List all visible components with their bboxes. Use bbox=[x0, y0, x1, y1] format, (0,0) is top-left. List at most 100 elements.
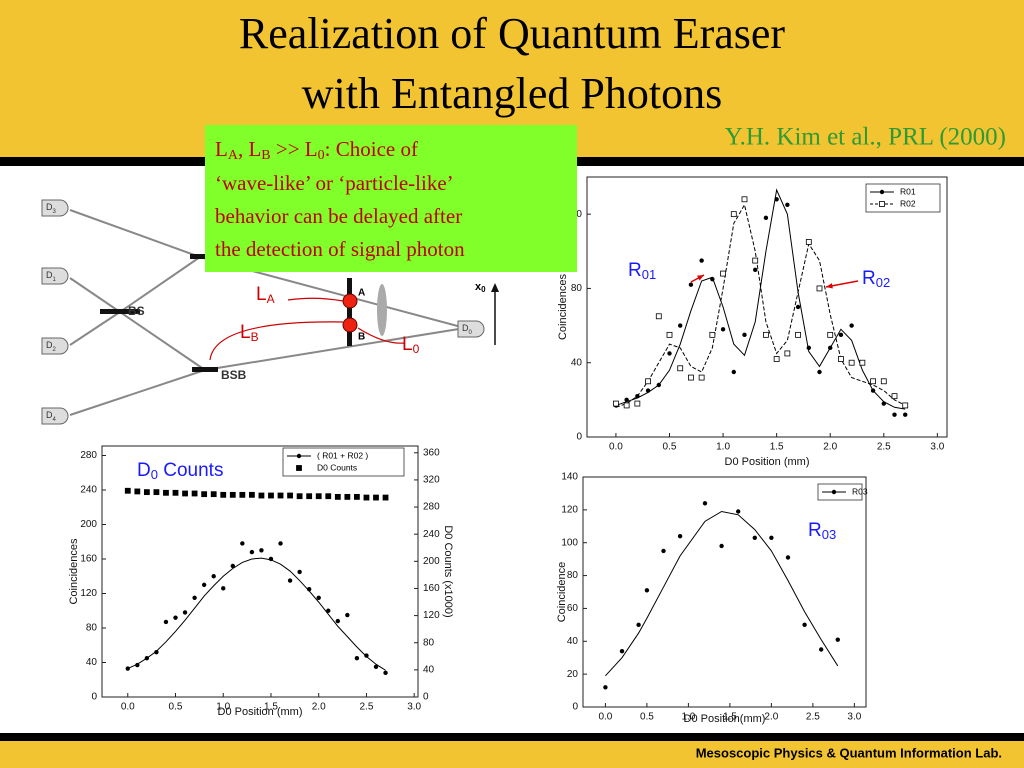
legend-label: ( R01 + R02 ) bbox=[317, 450, 368, 460]
detectors bbox=[41, 199, 485, 425]
x-tick-label: 1.5 bbox=[770, 442, 784, 453]
point bbox=[210, 491, 217, 498]
legend-label: R03 bbox=[852, 486, 868, 496]
point bbox=[364, 653, 369, 658]
x-tick-label: 2.0 bbox=[312, 702, 326, 713]
point bbox=[382, 494, 389, 501]
y2-tick-label: 120 bbox=[423, 610, 440, 621]
x-tick-label: 0.5 bbox=[640, 712, 654, 723]
annotation: R01 bbox=[628, 260, 656, 282]
length-label: L0 bbox=[402, 334, 420, 356]
point bbox=[373, 664, 379, 670]
y-tick-label: 40 bbox=[86, 657, 98, 668]
x-tick-label: 1.5 bbox=[723, 712, 737, 723]
fit-line bbox=[127, 557, 386, 671]
point bbox=[297, 569, 302, 575]
legend-marker bbox=[296, 453, 302, 459]
arrow-head bbox=[826, 283, 833, 289]
y-tick-label: 80 bbox=[86, 623, 98, 634]
point bbox=[661, 548, 666, 554]
point bbox=[134, 488, 141, 495]
point bbox=[817, 369, 822, 375]
detector-label: D1 bbox=[46, 270, 57, 282]
citation: Y.H. Kim et al., PRL (2000) bbox=[725, 124, 1006, 151]
point bbox=[354, 655, 360, 661]
annotation-text: R bbox=[628, 260, 642, 281]
point bbox=[666, 331, 673, 338]
detector bbox=[41, 337, 69, 355]
legend-marker bbox=[296, 465, 302, 471]
point bbox=[191, 490, 198, 497]
y-tick-label: 80 bbox=[571, 283, 583, 294]
legend-label: R02 bbox=[900, 198, 916, 208]
y-tick-label: 60 bbox=[567, 603, 579, 614]
point bbox=[335, 618, 341, 624]
point bbox=[636, 622, 641, 628]
point bbox=[634, 400, 641, 407]
point bbox=[795, 304, 801, 310]
annotation-text: D bbox=[137, 460, 151, 481]
annotation: R03 bbox=[808, 520, 836, 542]
diagram-label: A bbox=[358, 288, 365, 299]
length-label: LA bbox=[256, 284, 275, 306]
detector bbox=[457, 320, 485, 338]
point bbox=[325, 493, 332, 500]
t: 2 bbox=[53, 347, 57, 353]
point bbox=[785, 202, 790, 208]
legend-marker bbox=[831, 489, 837, 495]
point bbox=[880, 378, 887, 385]
x-tick-label: 3.0 bbox=[407, 702, 421, 713]
arrow-head bbox=[697, 275, 704, 281]
point bbox=[624, 397, 629, 403]
point bbox=[848, 359, 855, 366]
point bbox=[153, 489, 160, 496]
point bbox=[645, 378, 651, 385]
point bbox=[124, 487, 131, 494]
point bbox=[678, 323, 683, 328]
title: Realization of Quantum Eraser bbox=[239, 9, 785, 58]
point bbox=[230, 563, 235, 569]
point bbox=[173, 615, 178, 620]
diagram-label: BS bbox=[128, 304, 145, 318]
y-tick-label: 240 bbox=[80, 485, 97, 496]
legend-label: R01 bbox=[900, 186, 916, 196]
y-axis-label: Coincidences bbox=[557, 273, 569, 340]
point bbox=[710, 276, 715, 282]
point bbox=[306, 586, 312, 592]
point bbox=[881, 401, 886, 406]
point bbox=[698, 374, 705, 381]
beam bbox=[69, 311, 121, 346]
point bbox=[182, 490, 188, 497]
y-tick-label: 40 bbox=[567, 636, 579, 647]
point bbox=[613, 400, 619, 407]
y-tick-label: 20 bbox=[567, 669, 579, 680]
point bbox=[326, 608, 331, 613]
point bbox=[677, 533, 683, 539]
annotation-sub: 0 bbox=[151, 467, 158, 482]
point bbox=[870, 378, 876, 385]
point bbox=[623, 402, 630, 409]
point bbox=[827, 331, 834, 338]
x-tick-label: 2.0 bbox=[823, 442, 837, 453]
note-line: the detection of signal photon bbox=[215, 237, 465, 261]
annotation-text: R bbox=[862, 268, 876, 289]
detector-label: D4 bbox=[46, 410, 57, 422]
y-tick-label: 0 bbox=[91, 692, 97, 703]
x-tick-label: 2.5 bbox=[806, 712, 820, 723]
point bbox=[163, 489, 169, 496]
point bbox=[277, 492, 284, 499]
t: A bbox=[228, 148, 239, 163]
y-tick-label: 0 bbox=[572, 702, 578, 713]
point bbox=[619, 648, 625, 654]
t: D bbox=[46, 340, 53, 350]
point bbox=[229, 491, 236, 498]
point bbox=[201, 491, 208, 498]
point bbox=[849, 323, 854, 328]
point bbox=[345, 612, 350, 618]
point bbox=[720, 327, 726, 332]
point bbox=[870, 388, 876, 393]
x-tick-label: 0.0 bbox=[121, 702, 135, 713]
x-tick-label: 1.0 bbox=[681, 712, 695, 723]
point bbox=[752, 535, 757, 540]
point bbox=[259, 548, 264, 553]
